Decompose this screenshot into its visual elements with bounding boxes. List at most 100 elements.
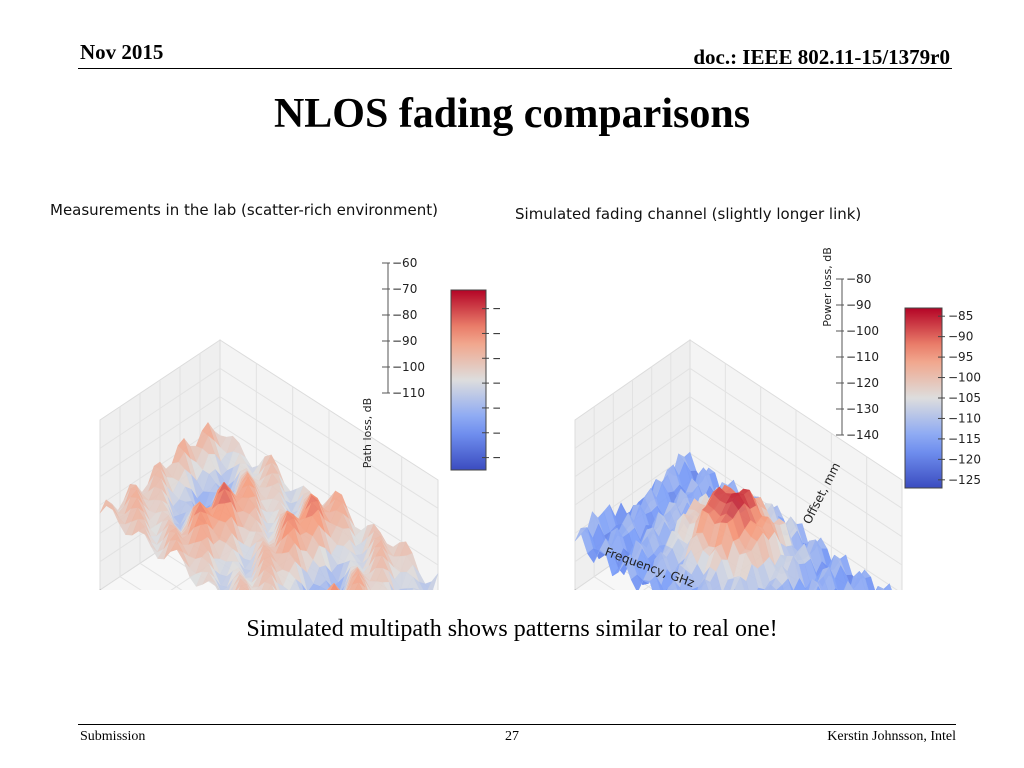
surface-patch	[388, 581, 394, 590]
slide-title: NLOS fading comparisons	[273, 91, 751, 137]
colorbar-tick-label: −85	[948, 309, 973, 323]
surface-patch	[709, 571, 722, 590]
surface-patch	[883, 583, 892, 590]
surface-patch	[334, 583, 340, 590]
surface-patch	[379, 582, 388, 590]
surface-patch	[853, 570, 866, 590]
surface-patch	[776, 584, 784, 590]
colorbar-tick-label: −76	[492, 351, 500, 365]
z-tick-label: −110	[846, 350, 879, 364]
surface-patch	[289, 578, 300, 590]
surface-patch	[787, 578, 794, 590]
gridline	[139, 562, 183, 590]
surface-plot-measurements: 59.459.659.860.060.260.460.605101520−60−…	[99, 256, 500, 590]
surface-patch	[354, 582, 363, 590]
z-tick-label: −80	[846, 272, 871, 286]
gridline	[689, 367, 903, 509]
surface-patch	[413, 587, 420, 590]
surface-patch	[208, 580, 219, 590]
slide-caption: Simulated multipath shows patterns simil…	[246, 616, 778, 642]
surface-patch	[427, 573, 439, 590]
surface-patch	[318, 586, 327, 590]
z-axis-label: Power loss, dB	[821, 247, 834, 327]
surface-patch	[301, 583, 307, 590]
surface-patch	[268, 584, 274, 590]
figure-simulated: Simulated fading channel (slightly longe…	[512, 195, 992, 590]
z-tick-label: −90	[392, 334, 417, 348]
colorbar-tick-label: −90	[948, 330, 973, 344]
surface-patch	[740, 576, 749, 590]
header-divider	[78, 68, 952, 69]
surface-patch	[734, 588, 736, 590]
z-tick-label: −70	[392, 282, 417, 296]
surface-patch	[877, 586, 885, 590]
surface-patch	[768, 583, 773, 590]
surface-patch	[276, 582, 289, 590]
z-tick-label: −130	[846, 402, 879, 416]
surface-patch	[817, 586, 821, 590]
z-tick-label: −120	[846, 376, 879, 390]
z-tick-label: −110	[392, 386, 425, 400]
colorbar-tick-label: −125	[948, 473, 981, 487]
colorbar-tick-label: −95	[948, 350, 973, 364]
footer-divider	[78, 724, 956, 725]
surface-patch	[816, 585, 820, 590]
z-tick-label: −90	[846, 298, 871, 312]
surface-patch	[330, 583, 339, 590]
colorbar-tick-label: −105	[948, 391, 981, 405]
colorbar-tick-label: −115	[948, 432, 981, 446]
surface-patch	[246, 584, 251, 590]
chart-title: Measurements in the lab (scatter-rich en…	[50, 201, 438, 219]
surface-patch	[701, 578, 709, 590]
colorbar	[450, 289, 487, 471]
surface-patch	[876, 585, 882, 590]
gridline	[99, 367, 221, 449]
colorbar-tick-label: −80	[492, 376, 500, 390]
gridline	[219, 367, 439, 509]
z-tick-label: −100	[846, 324, 879, 338]
surface-patch	[844, 580, 854, 590]
surface-patch	[364, 580, 371, 590]
surface-patch	[864, 576, 876, 590]
z-tick-label: −140	[846, 428, 879, 442]
surface-patch	[358, 582, 366, 590]
colorbar-tick-label: −72	[492, 326, 500, 340]
gridline	[574, 367, 691, 449]
colorbar-tick-label: −88	[492, 426, 500, 440]
surface-patch	[668, 580, 678, 590]
colorbar-tick-label: −84	[492, 401, 500, 415]
surface-patch	[412, 587, 416, 590]
footer-submission: Submission	[80, 729, 146, 744]
surface-patch	[781, 578, 792, 590]
surface-patch	[817, 576, 829, 590]
z-tick-label: −100	[392, 360, 425, 374]
colorbar-tick-label: −120	[948, 452, 981, 466]
figure-measurements: Measurements in the lab (scatter-rich en…	[48, 195, 500, 590]
z-tick-label: −60	[392, 256, 417, 270]
header-date: Nov 2015	[80, 40, 164, 64]
surface-patch	[834, 588, 838, 590]
surface-patch	[674, 580, 681, 590]
colorbar	[904, 307, 943, 489]
surface-patch	[734, 576, 745, 590]
surface-mesh	[99, 421, 439, 590]
surface-mesh	[574, 451, 892, 590]
surface-patch	[704, 578, 713, 590]
surface-patch	[214, 582, 220, 590]
surface-patch	[271, 584, 276, 590]
colorbar-tick-label: −110	[948, 411, 981, 425]
surface-patch	[295, 578, 304, 590]
colorbar-tick-label: −100	[948, 371, 981, 385]
gridline	[613, 562, 655, 590]
surface-plot-simulated: −1.5−1.0−0.50.00.51.01.501020304050−80−9…	[574, 247, 981, 590]
colorbar-tick-label: −68	[492, 302, 500, 316]
axes-frame	[99, 262, 390, 590]
header-doc-id: doc.: IEEE 802.11-15/1379r0	[693, 45, 950, 69]
z-axis-label: Path loss, dB	[361, 398, 374, 468]
footer-author: Kerstin Johnsson, Intel	[827, 729, 956, 744]
footer-page-number: 27	[505, 729, 519, 744]
surface-patch	[649, 575, 661, 590]
colorbar-tick-label: −92	[492, 451, 500, 465]
axes-frame	[574, 278, 844, 590]
surface-patch	[215, 585, 219, 590]
